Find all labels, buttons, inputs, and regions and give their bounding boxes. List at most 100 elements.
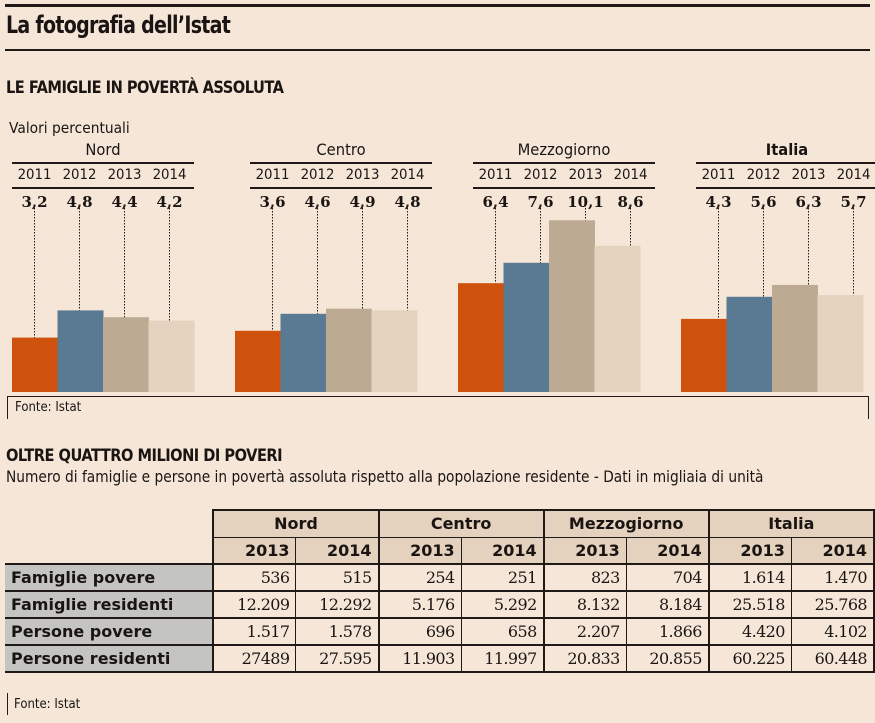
- chart-source: Fonte: Istat: [15, 400, 82, 415]
- table-row: Famiglie residenti 12.209 12.292 5.176 5.292…: [5, 590, 875, 618]
- table-cell: 1.614: [707, 563, 792, 591]
- table-cell: 11.903: [377, 644, 462, 673]
- bar-nord-2012: [57, 310, 104, 392]
- bar-nord-2011: [12, 337, 58, 392]
- table-cell: 515: [295, 563, 379, 591]
- title-rule: [5, 49, 870, 51]
- bar-centro-2014: [371, 310, 418, 392]
- table-cell: 12.292: [295, 590, 379, 618]
- table-cell: 1.578: [295, 617, 379, 645]
- data-label: 7,6: [527, 193, 554, 211]
- data-label: 4,4: [111, 193, 138, 211]
- table-year-header-row: 2013 2014 2013 2014 2013 2014 2013 2014: [5, 537, 875, 565]
- table-cell: 20.855: [625, 644, 709, 673]
- table-cell: 658: [460, 617, 544, 645]
- year-header: 2014: [790, 537, 875, 565]
- table-cell: 12.209: [212, 590, 296, 618]
- year-header: 2013: [212, 537, 296, 565]
- year-header: 2014: [460, 537, 544, 565]
- year-tick-label: 2011: [17, 167, 52, 183]
- bar-mezzogiorno-2014: [594, 245, 641, 392]
- table-cell: 8.184: [625, 590, 709, 618]
- group-divider: [696, 187, 875, 189]
- group-divider: [473, 162, 655, 164]
- region-header-mezzogiorno: Mezzogiorno: [542, 509, 710, 538]
- table-cell: 11.997: [460, 644, 544, 673]
- group-label: Italia: [765, 140, 809, 159]
- bar-italia-2014: [817, 295, 864, 392]
- bar-italia-2011: [681, 318, 727, 392]
- table-title: OLTRE QUATTRO MILIONI DI POVERI: [6, 446, 283, 466]
- bar-nord-2013: [103, 317, 149, 392]
- data-label: 8,6: [617, 193, 644, 211]
- table-cell: 823: [542, 563, 627, 591]
- bar-centro-2011: [235, 330, 281, 392]
- year-tick-label: 2012: [746, 167, 781, 183]
- bar-chart: [12, 205, 864, 392]
- poverty-table: Nord Centro Mezzogiorno Italia 2013 2014…: [5, 509, 875, 673]
- year-tick-label: 2013: [568, 167, 603, 183]
- table-source-box: [7, 693, 11, 715]
- group-divider: [12, 187, 194, 189]
- chart-source-box: [7, 396, 869, 419]
- row-label: Persone povere: [5, 617, 214, 645]
- data-label: 4,3: [705, 193, 732, 211]
- table-cell: 27.595: [295, 644, 379, 673]
- year-tick-label: 2014: [152, 167, 187, 183]
- group-divider: [250, 187, 432, 189]
- table-cell: 60.448: [790, 644, 875, 673]
- table-cell: 25.768: [790, 590, 875, 618]
- row-label: Famiglie povere: [5, 563, 214, 591]
- table-description: Numero di famiglie e persone in povertà …: [6, 467, 764, 486]
- year-tick-label: 2011: [701, 167, 736, 183]
- table-row: Famiglie povere 536 515 254 251 823 704 1.614 1.…: [5, 563, 875, 591]
- chart-title: LE FAMIGLIE IN POVERTÀ ASSOLUTA: [6, 78, 284, 98]
- bar-italia-2012: [726, 296, 773, 392]
- bar-nord-2014: [148, 320, 195, 392]
- data-label: 5,6: [750, 193, 777, 211]
- group-label: Nord: [85, 140, 121, 159]
- table-cell: 4.102: [790, 617, 875, 645]
- table-cell: 5.292: [460, 590, 544, 618]
- data-label: 6,3: [795, 193, 822, 211]
- table-cell: 536: [212, 563, 296, 591]
- table-cell: 4.420: [707, 617, 792, 645]
- table-cell: 27489: [212, 644, 296, 673]
- year-header: 2014: [295, 537, 379, 565]
- region-header-centro: Centro: [377, 509, 545, 538]
- year-tick-label: 2014: [390, 167, 425, 183]
- table-cell: 1.517: [212, 617, 296, 645]
- group-divider: [473, 187, 655, 189]
- table-cell: 2.207: [542, 617, 627, 645]
- data-label: 10,1: [567, 193, 604, 211]
- year-tick-label: 2013: [107, 167, 142, 183]
- group-divider: [696, 162, 875, 164]
- table-cell: 704: [625, 563, 709, 591]
- table-row: Persone residenti 27489 27.595 11.903 11.997…: [5, 644, 875, 673]
- table-region-header-row: Nord Centro Mezzogiorno Italia: [5, 509, 875, 538]
- group-label: Centro: [316, 140, 366, 159]
- group-divider: [12, 162, 194, 164]
- group-label: Mezzogiorno: [517, 140, 611, 159]
- group-divider: [250, 162, 432, 164]
- chart-unit-label: Valori percentuali: [9, 119, 130, 137]
- table-cell: 1.866: [625, 617, 709, 645]
- data-label: 4,8: [66, 193, 93, 211]
- table-cell: 696: [377, 617, 462, 645]
- year-header: 2013: [707, 537, 792, 565]
- data-label: 3,2: [21, 193, 48, 211]
- data-label: 3,6: [259, 193, 286, 211]
- year-tick-label: 2011: [478, 167, 513, 183]
- table-cell: 20.833: [542, 644, 627, 673]
- data-label: 4,9: [349, 193, 376, 211]
- data-label: 6,4: [482, 193, 509, 211]
- row-label: Famiglie residenti: [5, 590, 214, 618]
- data-label: 4,2: [156, 193, 183, 211]
- region-header-nord: Nord: [212, 509, 380, 538]
- table-row: Persone povere 1.517 1.578 696 658 2.207 1.866…: [5, 617, 875, 645]
- year-tick-label: 2013: [345, 167, 380, 183]
- table-source: Fonte: Istat: [14, 697, 81, 712]
- table-cell: 251: [460, 563, 544, 591]
- table-corner: [5, 510, 213, 564]
- bar-centro-2012: [280, 313, 327, 392]
